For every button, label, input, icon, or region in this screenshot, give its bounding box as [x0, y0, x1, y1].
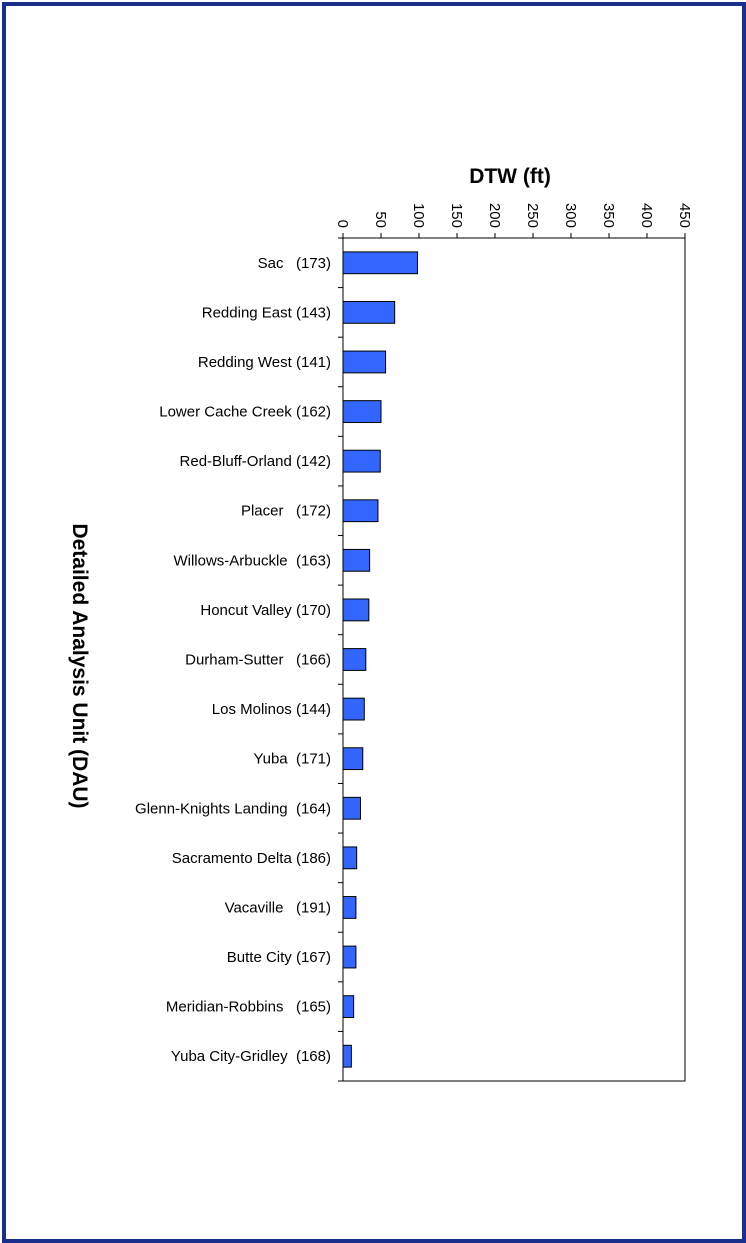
category-label: Sacramento Delta (186) [172, 850, 331, 867]
bar [342, 1044, 352, 1068]
bar [342, 400, 382, 423]
value-tick-label: 250 [524, 203, 541, 228]
value-tick-label: 100 [410, 203, 427, 228]
category-label: Sac (173) [258, 255, 331, 272]
bars-layer [342, 251, 418, 1068]
bar [342, 449, 381, 473]
category-label: Willows-Arbuckle (163) [173, 552, 331, 569]
bar [342, 796, 361, 820]
bar [342, 499, 379, 523]
category-label: Vacaville (191) [225, 899, 331, 916]
bar [342, 846, 358, 870]
value-tick-label: 50 [372, 211, 389, 228]
value-tick-label: 350 [600, 203, 617, 228]
value-tick-label: 400 [638, 203, 655, 228]
category-label: Durham-Sutter (166) [185, 652, 331, 669]
bar [342, 945, 357, 969]
bar [342, 648, 367, 671]
value-tick-label: 200 [486, 203, 503, 228]
plot-area [342, 237, 686, 1082]
category-label: Glenn-Knights Landing (164) [135, 800, 331, 817]
category-label: Honcut Valley (170) [200, 602, 331, 619]
bar [342, 350, 387, 374]
bar [342, 251, 418, 275]
category-label: Redding East (143) [202, 304, 331, 321]
category-label: Yuba City-Gridley (168) [171, 1048, 331, 1065]
bar [342, 747, 364, 771]
category-label: Lower Cache Creek (162) [159, 404, 331, 421]
category-label: Meridian-Robbins (165) [166, 999, 331, 1016]
category-label: Yuba (171) [253, 751, 331, 768]
bar [342, 548, 371, 572]
bar [342, 300, 396, 324]
category-label: Butte City (167) [227, 949, 331, 966]
x-axis-title: DTW (ft) [469, 165, 551, 188]
value-tick-label: 0 [334, 220, 351, 228]
value-tick-label: 300 [562, 203, 579, 228]
category-label: Redding West (141) [198, 354, 331, 371]
bar [342, 896, 357, 919]
value-tick-label: 150 [448, 203, 465, 228]
bar-chart: 0 50 100 150 200 250 300 350 400 450 Sac (173) Red… [68, 165, 693, 1082]
category-label: Los Molinos (144) [212, 701, 331, 718]
bar [342, 995, 355, 1019]
category-label: Red-Bluff-Orland (142) [180, 453, 331, 470]
category-label: Placer (172) [241, 503, 331, 520]
bar [342, 697, 365, 721]
y-axis-title: Detailed Analysis Unit (DAU) [68, 523, 91, 808]
value-tick-label: 450 [676, 203, 693, 228]
ticks-layer: 0 50 100 150 200 250 300 350 400 450 [334, 203, 693, 1082]
bar [342, 598, 370, 622]
category-labels-layer: Sac (173) Redding East (143) Redding West … [135, 255, 331, 1065]
